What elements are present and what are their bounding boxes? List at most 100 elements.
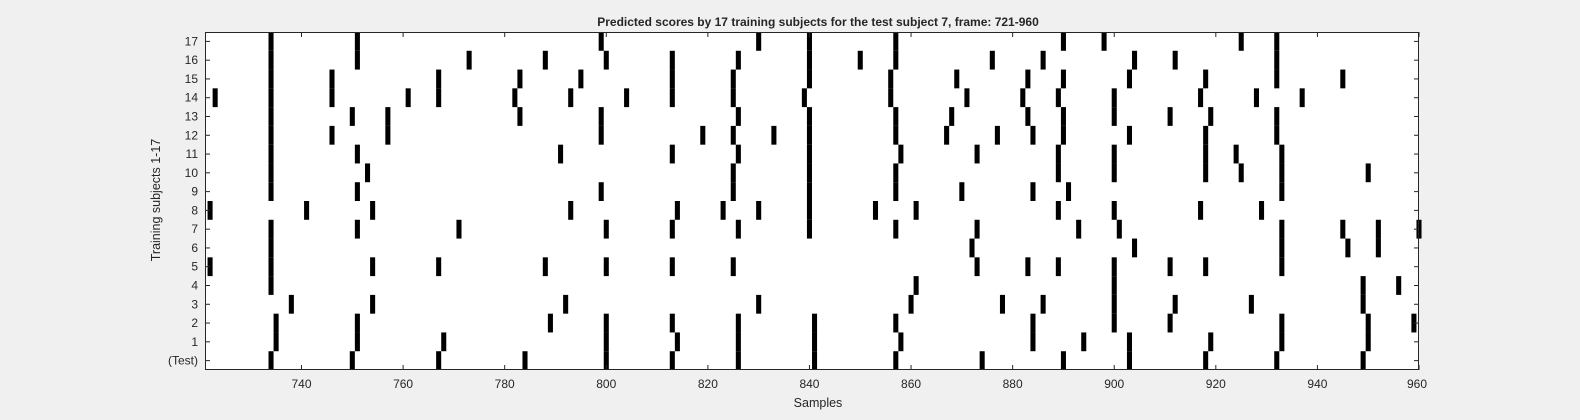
mark-row-10-1: [365, 163, 371, 183]
mark-row-3-3: [756, 294, 762, 314]
mark-row-test-0: [268, 351, 274, 370]
mark-row-5-4: [542, 257, 548, 277]
mark-row-3-1: [370, 294, 376, 314]
mark-row-test-12: [1203, 351, 1209, 370]
mark-row-test-6: [735, 351, 741, 370]
mark-row-3-7: [1111, 294, 1117, 314]
mark-row-1-9: [1081, 332, 1087, 352]
mark-row-14-5: [512, 88, 518, 108]
mark-row-17-2: [598, 32, 604, 51]
x-tick-label-1: 760: [393, 377, 413, 391]
mark-row-7-5: [735, 219, 741, 239]
mark-row-2-4: [669, 313, 675, 333]
mark-row-8-6: [756, 201, 762, 220]
mark-row-6-2: [1132, 238, 1138, 258]
mark-row-16-9: [893, 50, 899, 70]
mark-row-14-6: [568, 88, 574, 108]
mark-row-14-14: [1055, 88, 1061, 108]
mark-row-9-0: [268, 182, 274, 201]
mark-row-15-4: [578, 69, 584, 89]
mark-row-10-4: [893, 163, 899, 183]
mark-row-16-6: [735, 50, 741, 70]
mark-row-13-7: [893, 107, 899, 126]
mark-row-8-10: [1055, 201, 1061, 220]
mark-row-17-6: [1060, 32, 1066, 51]
mark-row-7-7: [893, 219, 899, 239]
mark-row-2-11: [1279, 313, 1285, 333]
mark-row-14-10: [801, 88, 807, 108]
mark-row-5-13: [1203, 257, 1209, 277]
mark-row-4-4: [1396, 276, 1402, 295]
x-tick-label-2: 780: [495, 377, 515, 391]
y-tick-label-5: 5: [191, 260, 198, 274]
mark-row-12-10: [994, 125, 1000, 145]
mark-row-7-0: [268, 219, 274, 239]
mark-row-4-1: [913, 276, 919, 295]
mark-row-7-6: [806, 219, 812, 239]
mark-row-15-13: [1203, 69, 1209, 89]
mark-row-14-18: [1299, 88, 1305, 108]
mark-row-12-3: [598, 125, 604, 145]
y-tick-label-17: 17: [185, 34, 199, 48]
mark-row-8-11: [1111, 201, 1117, 220]
mark-row-2-7: [893, 313, 899, 333]
mark-row-2-6: [812, 313, 818, 333]
mark-row-16-11: [1040, 50, 1046, 70]
mark-row-5-14: [1279, 257, 1285, 277]
mark-row-2-10: [1167, 313, 1173, 333]
mark-row-13-0: [268, 107, 274, 126]
x-tick-label-11: 960: [1407, 377, 1427, 391]
mark-row-12-1: [329, 125, 335, 145]
mark-row-4-3: [1360, 276, 1366, 295]
mark-row-13-9: [1025, 107, 1031, 126]
mark-row-test-11: [1126, 351, 1132, 370]
mark-row-10-9: [1279, 163, 1285, 183]
mark-row-14-16: [1198, 88, 1204, 108]
mark-row-17-1: [354, 32, 360, 51]
mark-row-11-10: [1203, 144, 1209, 164]
mark-row-7-11: [1279, 219, 1285, 239]
mark-row-17-0: [268, 32, 274, 51]
mark-row-16-8: [857, 50, 863, 70]
mark-row-1-5: [735, 332, 741, 352]
mark-row-10-10: [1365, 163, 1371, 183]
mark-row-11-5: [806, 144, 812, 164]
mark-row-1-6: [812, 332, 818, 352]
mark-row-15-2: [436, 69, 442, 89]
mark-row-17-8: [1238, 32, 1244, 51]
y-tick-label-12: 12: [185, 128, 199, 142]
x-tick-label-9: 920: [1206, 377, 1226, 391]
mark-row-7-2: [456, 219, 462, 239]
mark-row-10-0: [268, 163, 274, 183]
mark-row-16-5: [669, 50, 675, 70]
mark-row-8-5: [720, 201, 726, 220]
mark-row-test-10: [1060, 351, 1066, 370]
mark-row-7-1: [354, 219, 360, 239]
mark-row-16-12: [1132, 50, 1138, 70]
mark-row-16-1: [354, 50, 360, 70]
mark-row-1-0: [273, 332, 279, 352]
mark-row-11-12: [1279, 144, 1285, 164]
mark-row-12-0: [268, 125, 274, 145]
x-axis-label: Samples: [794, 396, 843, 410]
mark-row-15-5: [669, 69, 675, 89]
mark-row-9-3: [730, 182, 736, 201]
mark-row-6-3: [1279, 238, 1285, 258]
mark-row-13-8: [949, 107, 955, 126]
mark-row-13-10: [1060, 107, 1066, 126]
mark-row-test-7: [812, 351, 818, 370]
mark-row-9-1: [354, 182, 360, 201]
y-tick-label-8: 8: [191, 203, 198, 217]
y-tick-label-16: 16: [185, 53, 199, 67]
mark-row-3-0: [288, 294, 294, 314]
mark-row-test-3: [522, 351, 528, 370]
x-tick-label-3: 800: [596, 377, 616, 391]
y-tick-label-4: 4: [191, 279, 198, 293]
mark-row-8-3: [568, 201, 574, 220]
mark-row-14-15: [1111, 88, 1117, 108]
mark-row-8-7: [806, 201, 812, 220]
mark-row-12-12: [1060, 125, 1066, 145]
mark-row-16-3: [542, 50, 548, 70]
mark-row-1-1: [354, 332, 360, 352]
